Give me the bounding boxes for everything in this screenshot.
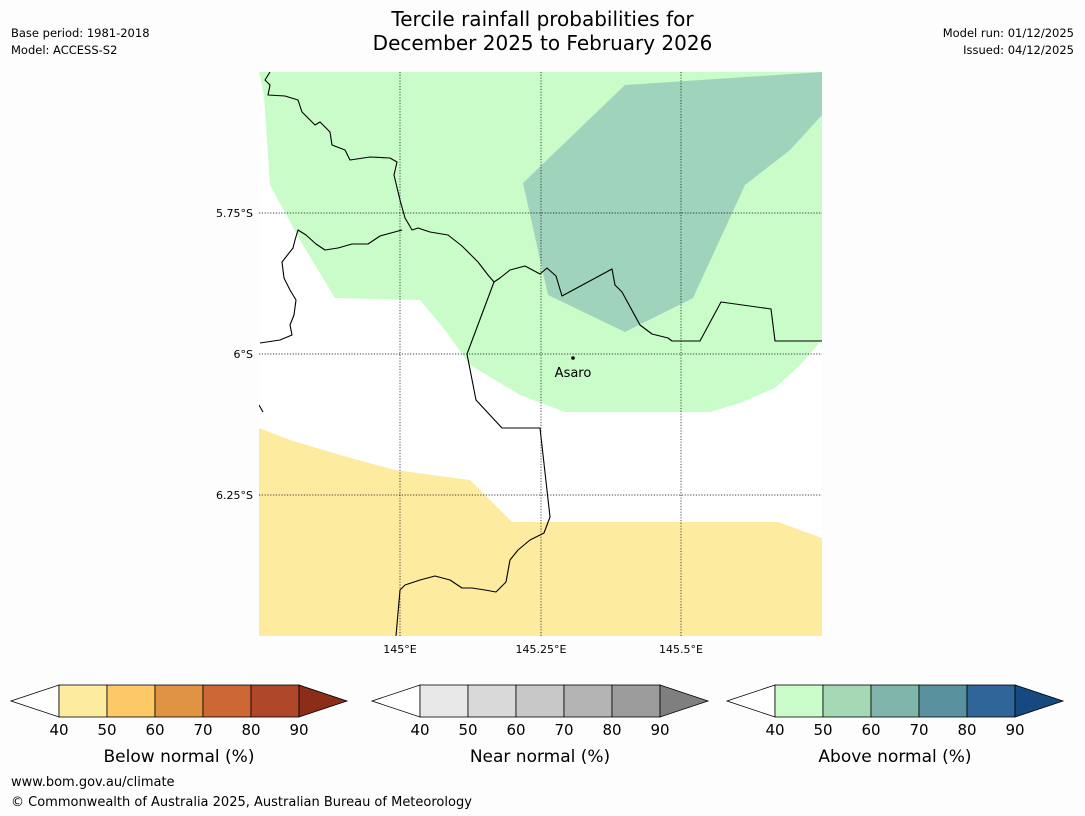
legend-tick-label: 50 (813, 721, 832, 739)
above-normal-min-arrow (725, 684, 776, 718)
legend-swatch (966, 684, 1016, 718)
title-line-1: Tercile rainfall probabilities for (391, 7, 694, 31)
province-borders (259, 72, 822, 636)
legend-swatch (106, 684, 156, 718)
legend-below-normal: 40 50 60 70 80 90 Below normal (%) (9, 684, 349, 767)
legend-tick-label: 40 (49, 721, 68, 739)
issued-text: Issued: 04/12/2025 (963, 43, 1074, 57)
legend-tick-label: 80 (957, 721, 976, 739)
model-info: Base period: 1981-2018 Model: ACCESS-S2 (11, 25, 150, 59)
below-normal-ticks: 40 50 60 70 80 90 (49, 721, 308, 739)
legend-tick-label: 60 (506, 721, 525, 739)
legend-swatch (870, 684, 920, 718)
above-normal-swatches (774, 684, 1016, 718)
near-normal-label: Near normal (%) (470, 747, 610, 767)
lon-label-145e: 145°E (383, 643, 416, 656)
asaro-marker (571, 356, 575, 360)
legend-tick-label: 40 (765, 721, 784, 739)
legend-tick-label: 70 (193, 721, 212, 739)
lat-label-6-25s: 6.25°S (216, 489, 253, 502)
legend-swatch (419, 684, 469, 718)
near-normal-ticks: 40 50 60 70 80 90 (410, 721, 669, 739)
run-info: Model run: 01/12/2025 Issued: 04/12/2025 (943, 25, 1074, 59)
legend-swatch (822, 684, 872, 718)
above-normal-50-60-region (523, 72, 822, 332)
map-title: Tercile rainfall probabilities for Decem… (0, 7, 1085, 55)
lon-label-145-25e: 145.25°E (516, 643, 567, 656)
model-text: Model: ACCESS-S2 (11, 43, 118, 57)
below-normal-40-50-region (259, 428, 822, 636)
above-normal-max-arrow (1014, 684, 1065, 718)
legend-swatch (515, 684, 565, 718)
legend-swatch (467, 684, 517, 718)
legend-tick-label: 80 (241, 721, 260, 739)
legend-swatch (611, 684, 661, 718)
near-normal-swatches (419, 684, 661, 718)
lat-label-6s: 6°S (234, 348, 253, 361)
legend-tick-label: 80 (602, 721, 621, 739)
below-normal-label: Below normal (%) (104, 747, 255, 767)
legend-near-normal: 40 50 60 70 80 90 Near normal (%) (370, 684, 710, 767)
above-normal-ticks: 40 50 60 70 80 90 (765, 721, 1024, 739)
legend-swatch (563, 684, 613, 718)
legend-tick-label: 90 (1005, 721, 1024, 739)
model-run-text: Model run: 01/12/2025 (942, 26, 1074, 40)
legend-tick-label: 40 (410, 721, 429, 739)
legend-swatch (202, 684, 252, 718)
legend-swatch (918, 684, 968, 718)
legend-tick-label: 60 (145, 721, 164, 739)
below-normal-max-arrow (298, 684, 349, 718)
legend-swatch (250, 684, 300, 718)
legend-above-normal: 40 50 60 70 80 90 Above normal (%) (725, 684, 1065, 767)
legend-swatch (154, 684, 204, 718)
legend-tick-label: 50 (97, 721, 116, 739)
lat-label-5-75s: 5.75°S (216, 207, 253, 220)
near-normal-min-arrow (370, 684, 421, 718)
legend-tick-label: 90 (650, 721, 669, 739)
below-normal-min-arrow (9, 684, 60, 718)
legend-tick-label: 60 (861, 721, 880, 739)
legend-tick-label: 70 (554, 721, 573, 739)
legend-swatch (58, 684, 108, 718)
legend-tick-label: 50 (458, 721, 477, 739)
below-normal-swatches (58, 684, 300, 718)
base-period-text: Base period: 1981-2018 (11, 26, 150, 40)
lon-label-145-5e: 145.5°E (659, 643, 703, 656)
legend-tick-label: 90 (289, 721, 308, 739)
asaro-label: Asaro (555, 366, 592, 381)
legend-swatch (774, 684, 824, 718)
legend-tick-label: 70 (909, 721, 928, 739)
title-line-2: December 2025 to February 2026 (372, 31, 713, 55)
map-panel: Asaro (259, 72, 822, 636)
footer-website: www.bom.gov.au/climate (11, 775, 175, 790)
near-normal-max-arrow (659, 684, 710, 718)
footer-copyright: © Commonwealth of Australia 2025, Austra… (11, 795, 472, 810)
axis-labels: 5.75°S 6°S 6.25°S 145°E 145.25°E 145.5°E (216, 207, 703, 656)
above-normal-label: Above normal (%) (818, 747, 971, 767)
